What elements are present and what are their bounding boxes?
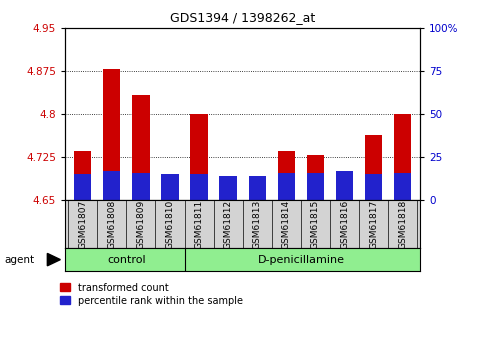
Bar (365, 135, 383, 174)
Bar (219, 180, 237, 200)
Text: GSM61812: GSM61812 (224, 200, 233, 249)
Text: GSM61814: GSM61814 (282, 200, 291, 249)
Text: D-penicillamine: D-penicillamine (257, 255, 344, 265)
Text: GSM61810: GSM61810 (166, 200, 174, 249)
Text: GSM61813: GSM61813 (253, 200, 262, 249)
Bar (161, 174, 179, 200)
Bar (394, 114, 412, 200)
Bar (307, 155, 324, 200)
Bar (365, 174, 383, 200)
Bar (394, 172, 412, 200)
Bar (394, 114, 412, 172)
Text: GSM61807: GSM61807 (78, 200, 87, 249)
Bar (74, 174, 91, 200)
Bar (132, 172, 150, 200)
Bar (307, 172, 324, 200)
Bar (249, 182, 266, 200)
Text: GSM61816: GSM61816 (340, 200, 349, 249)
Bar (249, 176, 266, 200)
Text: agent: agent (5, 255, 35, 265)
Bar (161, 177, 179, 200)
Text: GSM61809: GSM61809 (136, 200, 145, 249)
Text: GSM61818: GSM61818 (398, 200, 407, 249)
Bar (132, 95, 150, 200)
Legend: transformed count, percentile rank within the sample: transformed count, percentile rank withi… (60, 283, 243, 306)
Bar (103, 69, 120, 200)
Bar (307, 155, 324, 172)
Bar (74, 151, 91, 174)
Bar (190, 174, 208, 200)
Text: GSM61808: GSM61808 (107, 200, 116, 249)
Text: control: control (107, 255, 146, 265)
Polygon shape (47, 253, 60, 266)
Bar (278, 172, 295, 200)
Bar (103, 69, 120, 171)
Bar (219, 176, 237, 200)
Bar (103, 171, 120, 200)
Bar (190, 114, 208, 174)
Bar (365, 135, 383, 200)
Bar (336, 171, 353, 200)
Bar (190, 114, 208, 200)
Text: GSM61811: GSM61811 (195, 200, 203, 249)
Bar (132, 95, 150, 172)
Bar (336, 190, 353, 200)
Text: GSM61817: GSM61817 (369, 200, 378, 249)
Text: GSM61815: GSM61815 (311, 200, 320, 249)
Bar (278, 151, 295, 172)
Bar (278, 151, 295, 200)
Title: GDS1394 / 1398262_at: GDS1394 / 1398262_at (170, 11, 315, 24)
Bar (74, 151, 91, 200)
